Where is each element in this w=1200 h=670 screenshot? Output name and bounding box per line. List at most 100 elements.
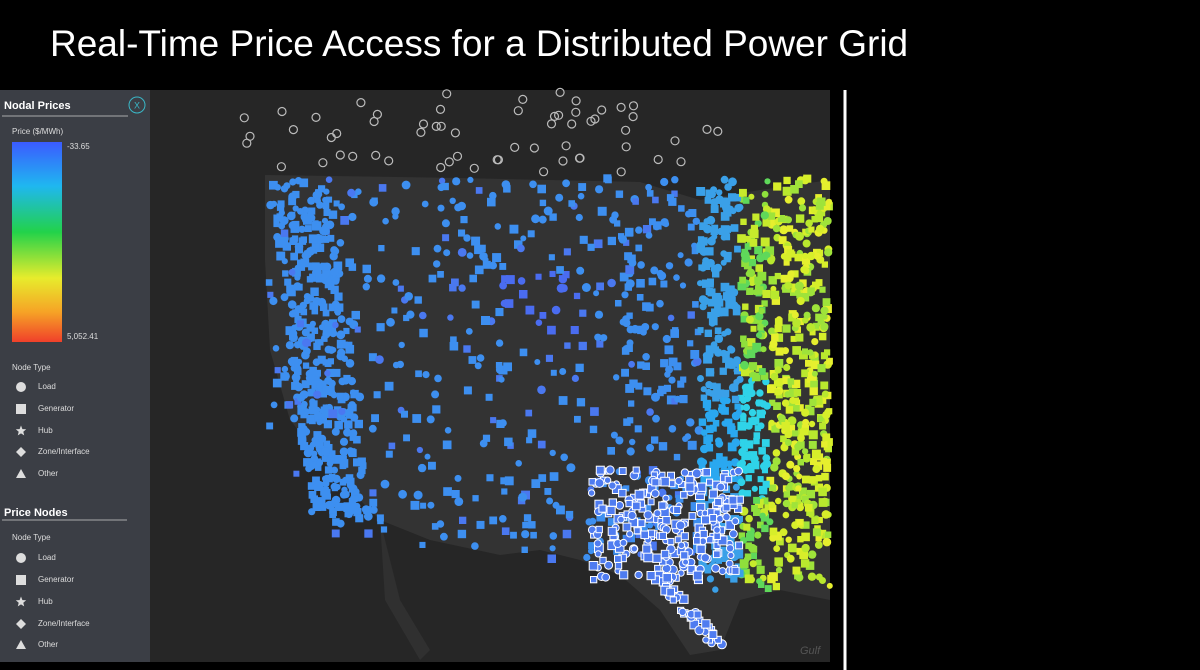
- map-node: [757, 499, 764, 505]
- map-node: [297, 436, 307, 445]
- map-node: [667, 537, 675, 546]
- map-node: [575, 153, 585, 163]
- map-node: [396, 360, 404, 369]
- map-node: [740, 218, 747, 225]
- map-node: [657, 389, 664, 397]
- map-node: [805, 359, 812, 367]
- map-node: [780, 435, 787, 443]
- map-node: [672, 327, 679, 334]
- map-node: [706, 478, 714, 486]
- map-node: [293, 341, 302, 349]
- map-node: [653, 509, 662, 518]
- map-node: [790, 289, 797, 296]
- map-node: [761, 300, 768, 307]
- map-node: [637, 280, 645, 288]
- map-node: [531, 479, 541, 488]
- map-node: [299, 178, 309, 188]
- map-node: [687, 440, 697, 450]
- map-node: [336, 239, 345, 247]
- map-node: [351, 310, 360, 320]
- map-node: [722, 503, 731, 512]
- map-node: [578, 341, 587, 351]
- map-node: [623, 239, 630, 246]
- map-node: [576, 266, 585, 275]
- map-node: [751, 485, 758, 492]
- map-node: [312, 374, 320, 382]
- map-node: [296, 393, 306, 402]
- map-node: [658, 488, 667, 497]
- map-node: [800, 559, 810, 568]
- map-node: [349, 484, 358, 493]
- map-node: [781, 347, 790, 355]
- map-node: [730, 575, 738, 583]
- map-node: [384, 381, 394, 391]
- map-node: [773, 531, 782, 541]
- map-node: [303, 448, 313, 458]
- map-node: [646, 571, 656, 581]
- map-node: [769, 527, 778, 536]
- map-node: [730, 224, 739, 232]
- map-node: [343, 374, 351, 383]
- map-node: [808, 476, 817, 484]
- close-label[interactable]: X: [134, 100, 140, 110]
- map-node: [750, 224, 758, 232]
- map-node: [679, 594, 689, 604]
- panel-heading: Nodal Prices: [4, 100, 71, 112]
- map-node: [565, 510, 574, 519]
- map-node: [605, 465, 615, 475]
- map-node: [724, 475, 733, 484]
- map-node: [771, 424, 780, 433]
- close-button[interactable]: [128, 96, 146, 114]
- map-node: [821, 201, 831, 211]
- map-node: [813, 322, 820, 329]
- map-node: [280, 293, 289, 302]
- map-node: [521, 530, 530, 539]
- map-node: [431, 121, 441, 132]
- map-node: [786, 460, 795, 469]
- map-node: [287, 288, 296, 297]
- map-node: [388, 442, 396, 450]
- map-node: [406, 310, 415, 319]
- map-node: [658, 442, 668, 451]
- map-node: [341, 355, 349, 363]
- map-node: [807, 349, 814, 356]
- map-node: [634, 425, 642, 433]
- map-node: [769, 339, 778, 349]
- map-node: [411, 247, 420, 256]
- map-node: [760, 211, 769, 220]
- map-node: [817, 364, 826, 373]
- map-node: [815, 313, 823, 322]
- map-node: [617, 515, 625, 524]
- node-type-item: Zone/Interface: [38, 447, 90, 456]
- map-node: [398, 489, 407, 499]
- map-node: [757, 271, 767, 281]
- map-node: [815, 279, 823, 287]
- map-node: [330, 391, 338, 399]
- map-node: [813, 395, 823, 405]
- map-node: [664, 345, 674, 355]
- map-node: [304, 225, 312, 232]
- map-node: [720, 250, 728, 257]
- node-type-item: Load: [38, 553, 56, 562]
- map-node: [434, 374, 442, 383]
- map-node: [826, 357, 833, 365]
- map-node: [799, 429, 807, 436]
- map-node: [583, 553, 591, 562]
- map-node: [714, 498, 723, 507]
- map-node: [549, 449, 556, 457]
- map-node: [458, 229, 466, 237]
- map-node: [613, 374, 620, 381]
- map-node: [345, 474, 354, 482]
- map-node: [752, 342, 762, 352]
- map-node: [314, 197, 322, 204]
- map-node: [724, 418, 733, 427]
- map-node: [804, 503, 813, 512]
- map-node: [312, 358, 321, 367]
- map-node: [499, 515, 507, 523]
- map-node: [725, 559, 734, 568]
- map-node: [742, 303, 749, 310]
- map-node: [758, 447, 766, 455]
- map-node: [818, 487, 827, 497]
- map-node: [660, 177, 669, 187]
- map-node: [622, 522, 632, 532]
